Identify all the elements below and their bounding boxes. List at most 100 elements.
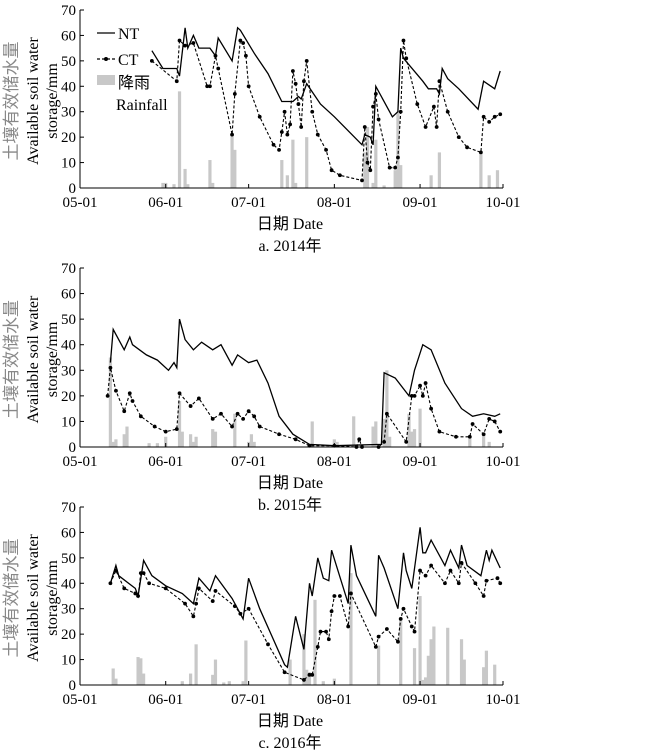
rainfall-bar bbox=[421, 679, 425, 685]
x-axis-label: 日期 Date bbox=[257, 712, 323, 730]
ct-data-point bbox=[467, 434, 472, 439]
rainfall-bar bbox=[426, 655, 430, 685]
y-tick-label: 0 bbox=[69, 440, 77, 456]
ct-data-point bbox=[138, 571, 143, 576]
rainfall-bar bbox=[423, 677, 428, 685]
panel-caption: c. 2016年 bbox=[258, 734, 321, 750]
rainfall-bar bbox=[479, 152, 483, 188]
ct-data-point bbox=[130, 399, 135, 403]
x-axis-label: 日期 Date bbox=[257, 474, 323, 492]
ct-data-point bbox=[299, 125, 304, 129]
ct-data-point bbox=[188, 404, 193, 408]
rainfall-bar bbox=[194, 436, 198, 447]
ct-data-point bbox=[498, 112, 503, 117]
ct-data-point bbox=[210, 416, 215, 421]
nt-series-line bbox=[109, 318, 501, 447]
rainfall-bar bbox=[155, 443, 160, 447]
ct-data-point bbox=[147, 581, 152, 586]
ct-series-line bbox=[109, 561, 501, 681]
ct-data-point bbox=[149, 58, 154, 63]
rainfall-bar bbox=[213, 659, 218, 685]
ct-data-point bbox=[271, 142, 276, 147]
ct-data-point bbox=[232, 604, 237, 609]
rainfall-bar bbox=[180, 681, 184, 685]
ct-data-point bbox=[127, 391, 132, 396]
ct-data-point bbox=[368, 168, 373, 173]
rainfall-bar bbox=[230, 134, 234, 188]
rainfall-bar bbox=[164, 436, 168, 447]
ct-data-point bbox=[210, 599, 215, 603]
rainfall-bar bbox=[313, 599, 317, 685]
rainfall-bar bbox=[211, 182, 215, 188]
ct-data-point bbox=[326, 637, 331, 642]
rainfall-bar bbox=[177, 400, 182, 447]
rainfall-bar bbox=[188, 673, 193, 685]
x-axis-label: 日期 Date bbox=[257, 215, 323, 233]
ct-data-point bbox=[481, 114, 486, 119]
ct-data-point bbox=[484, 578, 489, 583]
ct-data-point bbox=[396, 155, 400, 160]
ct-data-point bbox=[246, 409, 251, 414]
y-tick-label: 30 bbox=[61, 602, 76, 618]
ct-data-point bbox=[349, 591, 353, 596]
ct-data-point bbox=[423, 125, 428, 129]
ct-data-point bbox=[318, 629, 323, 634]
ct-data-point bbox=[136, 594, 140, 598]
rainfall-bar bbox=[241, 681, 245, 685]
ct-data-point bbox=[307, 672, 312, 677]
ct-data-point bbox=[431, 104, 436, 109]
y-tick-label: 40 bbox=[61, 338, 76, 354]
ct-data-point bbox=[423, 381, 428, 385]
rainfall-bar bbox=[407, 413, 411, 447]
ct-data-point bbox=[373, 92, 378, 96]
ct-data-point bbox=[492, 419, 497, 424]
ct-data-point bbox=[304, 58, 309, 63]
rainfall-bar bbox=[122, 434, 126, 447]
rainfall-bar bbox=[108, 357, 113, 447]
rainfall-bar bbox=[385, 370, 389, 447]
rainfall-bar bbox=[418, 596, 422, 685]
rainfall-bar bbox=[288, 659, 292, 685]
rainfall-bar bbox=[393, 170, 397, 188]
ct-data-point bbox=[302, 678, 306, 682]
y-tick-label: 0 bbox=[69, 181, 77, 197]
rainfall-bar bbox=[111, 441, 115, 447]
ct-data-point bbox=[365, 160, 370, 165]
ct-data-point bbox=[404, 439, 409, 444]
y-axis-label-en: Available soil water bbox=[25, 295, 42, 423]
ct-data-point bbox=[277, 432, 281, 437]
rainfall-bar bbox=[462, 659, 466, 685]
rainfall-bar bbox=[233, 149, 237, 188]
ct-data-point bbox=[448, 568, 453, 573]
ct-data-point bbox=[415, 102, 420, 106]
y-tick-label: 40 bbox=[61, 576, 76, 592]
rainfall-bar bbox=[172, 184, 176, 188]
y-axis-label-en: Available soil water bbox=[25, 534, 42, 662]
rainfall-bar bbox=[487, 175, 491, 188]
rainfall-bar bbox=[493, 664, 497, 685]
panel-caption: b. 2015年 bbox=[258, 496, 322, 514]
rainfall-bar bbox=[307, 672, 312, 685]
y-tick-label: 60 bbox=[61, 525, 76, 541]
rainfall-bar bbox=[412, 429, 417, 447]
y-tick-label: 60 bbox=[61, 28, 76, 44]
rainfall-bar bbox=[410, 431, 414, 447]
ct-data-point bbox=[459, 561, 464, 565]
rainfall-bar bbox=[227, 681, 231, 685]
rainfall-bar bbox=[446, 627, 450, 685]
rainfall-bar bbox=[310, 421, 314, 447]
ct-data-point bbox=[324, 147, 328, 152]
x-tick-label: 08-01 bbox=[317, 195, 352, 211]
rainfall-bar bbox=[418, 408, 422, 447]
ct-data-point bbox=[360, 178, 364, 183]
rainfall-bar bbox=[437, 152, 442, 188]
rainfall-bar bbox=[111, 668, 115, 685]
rainfall-bar bbox=[374, 421, 378, 447]
rainfall-bar bbox=[382, 185, 386, 188]
ct-data-point bbox=[302, 79, 306, 84]
ct-data-point bbox=[246, 84, 251, 89]
ct-data-point bbox=[288, 122, 293, 127]
ct-data-point bbox=[191, 614, 196, 619]
y-tick-label: 30 bbox=[61, 363, 76, 379]
ct-data-point bbox=[387, 165, 392, 170]
